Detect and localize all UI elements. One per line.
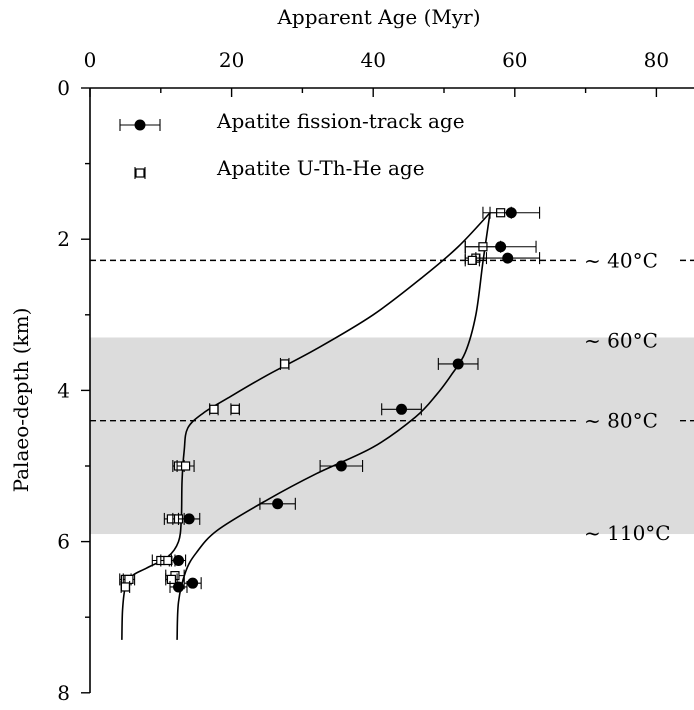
uthhe-point: [209, 403, 219, 416]
fission-track-marker: [452, 358, 464, 370]
fission-track-point: [482, 206, 541, 219]
legend-symbol-fission-track: [119, 119, 161, 131]
uthhe-point: [230, 403, 240, 416]
uthhe-marker: [124, 574, 134, 585]
fission-track-point: [437, 357, 479, 370]
fission-track-marker: [272, 498, 284, 510]
isotherm-label: ~ 60°C: [584, 328, 658, 352]
fission-track-point: [319, 460, 364, 472]
legend-symbol-uthhe: [134, 167, 146, 179]
fission-track-point: [177, 512, 201, 525]
legend-marker-fission-track: [134, 119, 146, 131]
fission-track-marker: [505, 207, 517, 219]
fission-track-point: [259, 497, 296, 510]
uthhe-marker: [166, 574, 177, 585]
isotherm-label: ~ 110°C: [584, 521, 671, 545]
y-tick-label: 4: [57, 378, 70, 402]
uthhe-point: [464, 254, 480, 267]
uthhe-marker: [209, 404, 219, 414]
isotherm-layer: ~ 40°C ~ 60°C ~ 80°C ~ 110°C: [90, 248, 694, 545]
x-axis-label: Apparent Age (Myr): [276, 5, 480, 29]
x-tick-label: 40: [360, 48, 385, 72]
uthhe-point: [279, 357, 290, 370]
isotherm-label: ~ 40°C: [584, 248, 658, 272]
fission-track-marker: [183, 513, 195, 525]
fission-track-marker: [173, 555, 184, 566]
legend-label-uthhe: Apatite U-Th-He age: [216, 156, 425, 180]
uthhe-marker: [163, 555, 173, 566]
fission-track-point: [475, 252, 541, 265]
x-tick-label: 0: [84, 48, 97, 72]
legend-marker-uthhe: [135, 168, 145, 178]
uthhe-marker: [280, 359, 290, 369]
x-tick-label: 60: [502, 48, 527, 72]
y-tick-label: 8: [57, 681, 70, 705]
uthhe-point: [165, 573, 178, 586]
y-axis-label: Palaeo-depth (km): [9, 308, 33, 493]
y-tick-label: 0: [57, 76, 70, 100]
fission-track-marker: [335, 460, 347, 472]
model-curve: [176, 212, 491, 640]
legend: Apatite fission-track age Apatite U-Th-H…: [119, 109, 465, 180]
fission-track-marker: [502, 252, 514, 264]
uthhe-point: [120, 580, 131, 593]
fission-track-marker: [495, 241, 507, 253]
fission-track-marker: [187, 577, 199, 589]
uthhe-marker: [230, 404, 240, 414]
fission-track-marker: [173, 581, 184, 593]
fission-track-point: [169, 580, 188, 593]
y-tick-label: 2: [57, 227, 70, 251]
legend-label-fission-track: Apatite fission-track age: [216, 109, 465, 133]
uthhe-marker: [120, 582, 131, 592]
x-tick-label: 20: [219, 48, 244, 72]
isotherm-label: ~ 80°C: [584, 409, 658, 433]
fission-track-point: [381, 403, 422, 416]
fission-track-point: [170, 554, 187, 567]
data-point-layer: [119, 206, 541, 593]
uthhe-marker: [180, 461, 191, 471]
axis-layer: Apparent Age (Myr) Palaeo-depth (km) 0 20…: [9, 5, 694, 705]
y-tick-label: 6: [57, 530, 70, 554]
uthhe-marker: [467, 255, 477, 265]
fission-track-point: [464, 240, 537, 253]
fission-track-marker: [396, 403, 408, 415]
x-tick-label: 80: [644, 48, 669, 72]
uthhe-point: [176, 460, 195, 472]
